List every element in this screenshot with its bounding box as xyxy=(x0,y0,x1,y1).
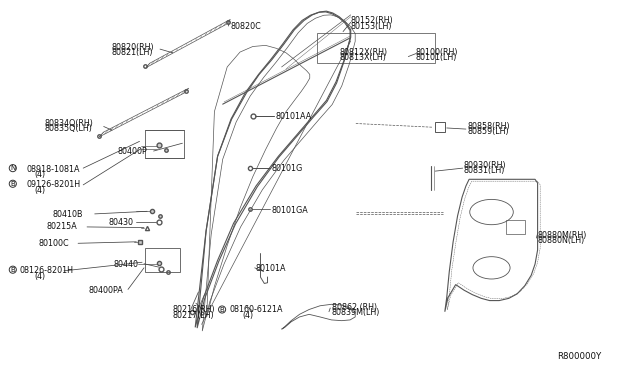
Text: 80835Q(LH): 80835Q(LH) xyxy=(45,124,93,133)
Text: (4): (4) xyxy=(35,186,45,195)
Bar xyxy=(317,33,435,63)
Text: 80215A: 80215A xyxy=(47,222,77,231)
Text: 08918-1081A: 08918-1081A xyxy=(27,165,81,174)
Bar xyxy=(145,130,184,158)
Text: 80400PA: 80400PA xyxy=(88,286,123,295)
Text: 80101A: 80101A xyxy=(256,264,287,273)
Text: 80859(LH): 80859(LH) xyxy=(467,127,509,136)
Text: 80880N(LH): 80880N(LH) xyxy=(538,236,585,245)
Text: R800000Y: R800000Y xyxy=(557,352,601,361)
Text: N: N xyxy=(10,165,15,171)
Text: 80100C: 80100C xyxy=(38,239,69,248)
Text: 80101(LH): 80101(LH) xyxy=(416,53,458,62)
Text: 80862 (RH): 80862 (RH) xyxy=(332,303,377,312)
Text: 80101G: 80101G xyxy=(272,164,303,173)
Text: (4): (4) xyxy=(242,311,253,320)
Text: 80152(RH): 80152(RH) xyxy=(351,16,394,25)
Bar xyxy=(506,220,525,234)
Text: B: B xyxy=(10,181,15,187)
Text: 80813X(LH): 80813X(LH) xyxy=(339,53,386,62)
Text: 80440: 80440 xyxy=(114,260,139,269)
Text: 80101AA: 80101AA xyxy=(275,112,312,121)
Text: 80216(RH): 80216(RH) xyxy=(173,305,216,314)
Text: 09126-8201H: 09126-8201H xyxy=(27,180,81,189)
Text: 80820(RH): 80820(RH) xyxy=(112,43,155,52)
Text: 80100(RH): 80100(RH) xyxy=(416,48,458,57)
Text: (4): (4) xyxy=(35,272,45,281)
Bar xyxy=(435,122,445,132)
Text: 80217(LH): 80217(LH) xyxy=(173,311,214,320)
Bar xyxy=(145,248,180,272)
Text: 80834Q(RH): 80834Q(RH) xyxy=(45,119,93,128)
Text: 80430: 80430 xyxy=(109,218,134,227)
Text: 80820C: 80820C xyxy=(230,22,261,31)
Text: 80858(RH): 80858(RH) xyxy=(467,122,510,131)
Text: 80410B: 80410B xyxy=(52,210,83,219)
Text: 80400P: 80400P xyxy=(117,147,147,155)
Text: (4): (4) xyxy=(35,170,45,179)
Text: 80812X(RH): 80812X(RH) xyxy=(339,48,387,57)
Text: 08126-8201H: 08126-8201H xyxy=(19,266,73,275)
Text: 80821(LH): 80821(LH) xyxy=(112,48,154,57)
Text: 80839M(LH): 80839M(LH) xyxy=(332,308,380,317)
Text: B: B xyxy=(220,307,225,312)
Text: 80880M(RH): 80880M(RH) xyxy=(538,231,587,240)
Text: B: B xyxy=(10,267,15,273)
Text: 80153(LH): 80153(LH) xyxy=(351,22,392,31)
Text: 08160-6121A: 08160-6121A xyxy=(229,305,283,314)
Text: 80101GA: 80101GA xyxy=(272,206,308,215)
Text: 80831(LH): 80831(LH) xyxy=(464,166,506,175)
Text: 80930(RH): 80930(RH) xyxy=(464,161,507,170)
